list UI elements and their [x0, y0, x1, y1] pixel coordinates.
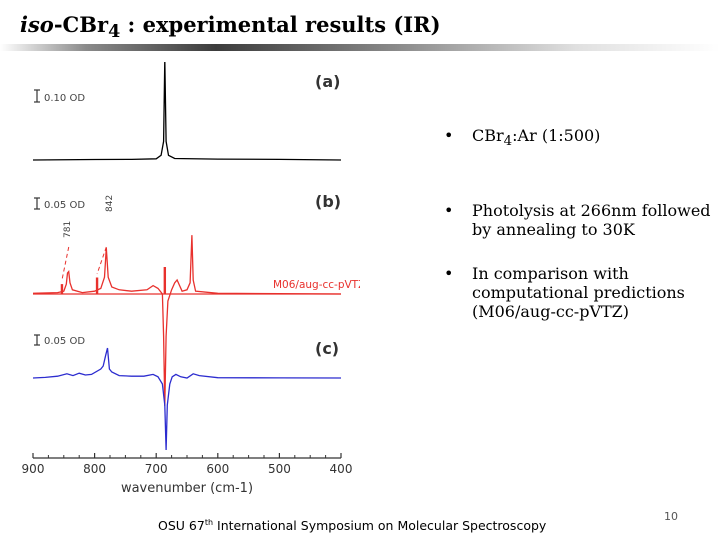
- panel-label-a: (a): [315, 72, 340, 91]
- panel-label-c: (c): [315, 339, 339, 358]
- peak-annotation-781: 781: [63, 221, 73, 238]
- x-tick-label-900: 900: [22, 462, 45, 476]
- x-tick-label-400: 400: [330, 462, 353, 476]
- bullet-text: Photolysis at 266nm followed by annealin…: [472, 201, 711, 239]
- title-divider: [0, 44, 720, 51]
- spectrum-line-a: [32, 62, 342, 161]
- slide-title: iso-CBr4 : experimental results (IR): [20, 12, 441, 42]
- guide-line-842: [61, 246, 70, 281]
- x-tick-label-700: 700: [145, 462, 168, 476]
- bullet-dot: •: [444, 264, 454, 283]
- title-subscript: 4: [108, 22, 121, 43]
- x-axis-label: wavenumber (cm-1): [121, 481, 253, 496]
- x-tick-label-800: 800: [83, 462, 106, 476]
- bullet-text: In comparison with computational predict…: [472, 264, 685, 321]
- page-number: 10: [664, 510, 678, 523]
- scale-label-c: 0.05 OD: [44, 336, 85, 347]
- peak-annotation-842: 842: [105, 195, 115, 212]
- spectrum-line-c: [32, 347, 342, 451]
- title-mid: -CBr: [53, 12, 109, 37]
- panel-label-b: (b): [315, 192, 341, 211]
- bullet-dot: •: [444, 201, 454, 220]
- title-rest: : experimental results (IR): [120, 12, 441, 37]
- scale-label-b: 0.05 OD: [44, 200, 85, 211]
- bullet-text: CBr4:Ar (1:500): [472, 126, 601, 150]
- spectrum-line-b: [32, 235, 342, 407]
- guide-line-781: [96, 246, 107, 275]
- ir-spectra-figure: 0.10 OD (a) 0.05 OD (b) M06/aug-cc-pVTZ 0.05 …: [22, 62, 360, 496]
- x-tick-label-500: 500: [268, 462, 291, 476]
- bullet-dot: •: [444, 126, 454, 145]
- title-italic: iso: [20, 12, 54, 37]
- calc-method-label: M06/aug-cc-pVTZ: [273, 279, 360, 291]
- footer-conference: OSU 67th International Symposium on Mole…: [158, 518, 547, 534]
- scale-label-a: 0.10 OD: [44, 93, 85, 104]
- x-tick-label-600: 600: [206, 462, 229, 476]
